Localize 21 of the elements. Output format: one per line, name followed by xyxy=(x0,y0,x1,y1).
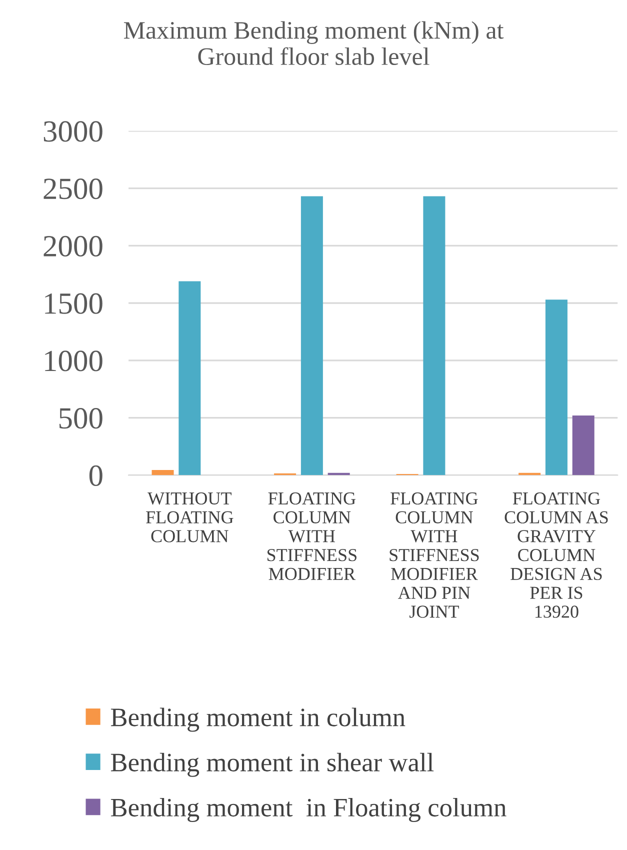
legend-label: Bending moment in column xyxy=(110,708,406,732)
y-tick-label: 500 xyxy=(59,408,102,429)
bar xyxy=(300,196,323,476)
bar xyxy=(423,196,446,476)
y-tick-label: 0 xyxy=(89,465,102,486)
bar xyxy=(545,300,568,476)
y-tick-label: 2500 xyxy=(44,178,102,200)
bar xyxy=(572,415,594,476)
y-tick-label: 3000 xyxy=(44,121,102,142)
legend-label: Bending moment in shear wall xyxy=(110,752,434,777)
chart-title: Maximum Bending moment (kNm) at Ground floor slab level xyxy=(124,21,504,66)
bar xyxy=(178,281,201,476)
bar xyxy=(152,470,174,476)
y-tick-label: 2000 xyxy=(44,236,102,257)
y-tick-label: 1500 xyxy=(45,293,102,314)
y-tick-label: 1000 xyxy=(45,350,102,372)
x-tick-label: WITHOUT FLOATING COLUMN xyxy=(146,492,234,542)
x-tick-label: FLOATING COLUMN AS GRAVITY COLUMN DESIGN AS PER IS 13920 xyxy=(504,492,608,618)
legend-label: Bending moment in Floating column xyxy=(110,798,506,822)
x-tick-label: FLOATING COLUMN WITH STIFFNESS MODIFIER xyxy=(267,492,356,580)
x-tick-label: FLOATING COLUMN WITH STIFFNESS MODIFIER AND PIN JOINT xyxy=(390,492,479,618)
